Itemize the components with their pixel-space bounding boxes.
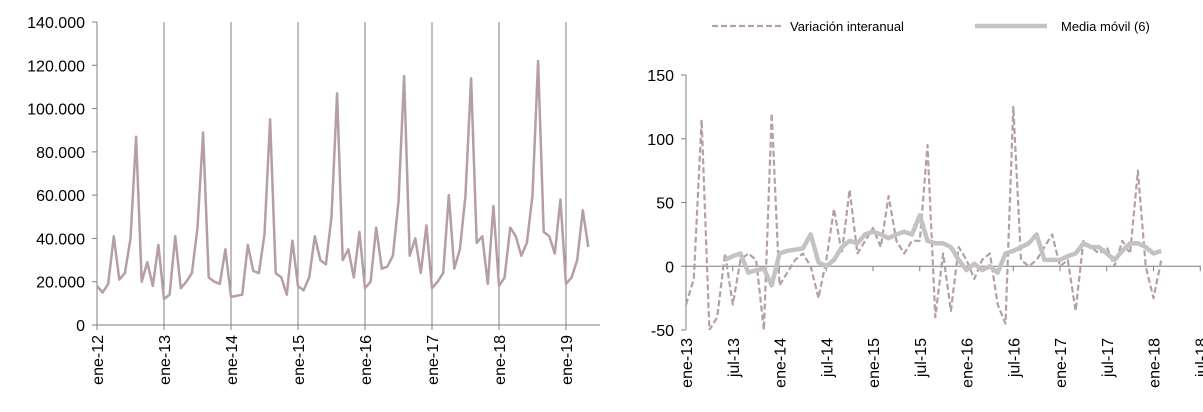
chart-1-y-tick-label: 0 [76,318,85,335]
chart-1-y-tick-label: 140.000 [27,15,85,32]
chart-2-y-tick-label: 0 [665,259,674,276]
legend-variacion-label: Variación interanual [790,19,904,34]
chart-1-y-tick-label: 120.000 [27,58,85,75]
chart-2-x-tick-label: jul-15 [913,338,930,378]
chart-1-y-tick-label: 80.000 [36,145,85,162]
chart-2-y-tick-label: 150 [647,68,674,85]
chart-2-y-tick-label: -50 [651,323,674,340]
chart-2-interannual-variation: -50 0 50 100 150 ene-13 jul-13 ene-14 jul-14 ene-… [647,19,1203,388]
chart-1-monthly-level: 0 20.000 40.000 60.000 80.000 100.000 120.000 1… [27,15,600,385]
chart-2-x-tick-label: jul-14 [819,338,836,378]
legend-media-movil-label: Media móvil (6) [1061,19,1150,34]
chart-2-y-tick-label: 100 [647,132,674,149]
chart-1-x-tick-label: ene-19 [559,335,576,385]
chart-2-x-tick-label: ene-13 [679,338,696,388]
chart-2-legend: Variación interanual Media móvil (6) [712,19,1150,34]
chart-2-x-tick-label: ene-15 [866,338,883,388]
chart-2-x-tick-label: jul-18 [1193,338,1203,378]
chart-2-x-tick-label: jul-16 [1006,338,1023,378]
chart-2-y-tick-label: 50 [656,196,674,213]
chart-2-x-tick-label: ene-18 [1147,338,1164,388]
chart-1-x-tick-label: ene-18 [492,335,509,385]
chart-2-x-tick-label: jul-17 [1100,338,1117,378]
chart-1-x-tick-label: ene-17 [425,335,442,385]
chart-1-y-tick-label: 40.000 [36,231,85,248]
chart-1-x-tick-label: ene-15 [291,335,308,385]
chart-1-x-tick-label: ene-13 [157,335,174,385]
chart-2-x-tick-label: ene-16 [960,338,977,388]
chart-2-x-tick-label: jul-13 [726,338,743,378]
chart-1-x-tick-label: ene-16 [358,335,375,385]
chart-2-x-tick-label: ene-17 [1053,338,1070,388]
chart-1-x-tick-label: ene-14 [224,335,241,385]
chart-1-y-tick-label: 20.000 [36,275,85,292]
chart-1-x-tick-label: ene-12 [90,335,107,385]
chart-2-series-variacion-line [686,105,1163,330]
chart-1-y-tick-label: 100.000 [27,102,85,119]
chart-1-series-line [96,59,590,301]
chart-2-x-tick-label: ene-14 [773,338,790,388]
chart-2-series-media-movil-line [724,213,1163,288]
chart-1-y-tick-label: 60.000 [36,188,85,205]
